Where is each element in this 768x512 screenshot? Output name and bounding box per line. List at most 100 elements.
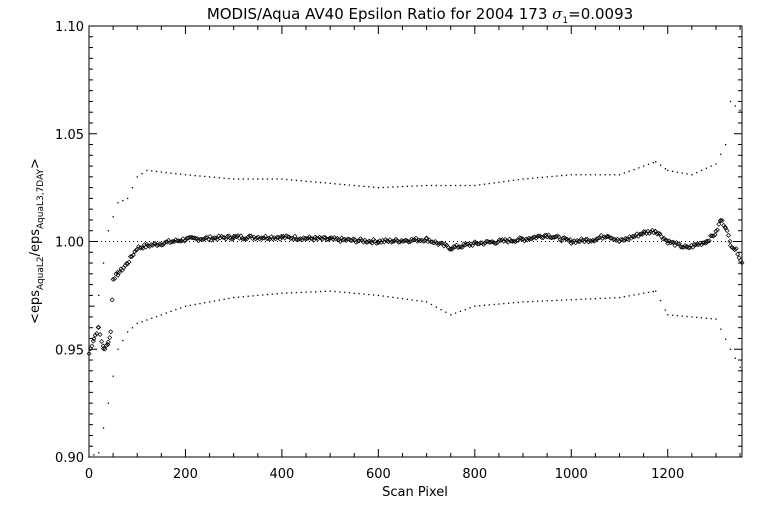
mean-ratio-point xyxy=(224,233,230,239)
upper-bound-point xyxy=(594,174,597,176)
mean-ratio-point xyxy=(452,244,458,250)
upper-bound-point xyxy=(112,216,114,218)
mean-ratio-point xyxy=(194,236,200,242)
lower-bound-point xyxy=(348,292,351,294)
mean-ratio-point xyxy=(498,237,504,243)
upper-bound-point xyxy=(671,170,674,172)
mean-ratio-point xyxy=(583,237,589,242)
mean-ratio-point xyxy=(182,237,188,243)
lower-bound-point xyxy=(575,298,577,301)
upper-bound-point xyxy=(334,183,336,185)
mean-ratio-point xyxy=(664,238,670,244)
mean-ratio-point xyxy=(406,239,412,245)
lower-bound-point xyxy=(483,304,486,306)
lower-bound-point xyxy=(126,331,129,333)
upper-bound-point xyxy=(98,294,100,297)
y-axis: 0.90 0.95 1.00 1.05 1.10 xyxy=(55,20,742,466)
lower-bound-point xyxy=(358,293,360,295)
upper-bound-point xyxy=(454,184,457,187)
upper-bound-point xyxy=(146,169,148,172)
lower-bound-point xyxy=(454,312,457,314)
lower-bound-point xyxy=(247,295,249,297)
lower-bound-point xyxy=(681,315,683,317)
upper-bound-point xyxy=(348,184,351,186)
lower-bound-point xyxy=(141,321,143,323)
upper-bound-point xyxy=(329,182,331,185)
mean-ratio-point xyxy=(485,239,491,245)
lower-bound-point xyxy=(411,299,413,301)
mean-ratio-point xyxy=(428,239,434,245)
upper-bound-point xyxy=(551,175,553,178)
mean-ratio-point xyxy=(560,235,566,241)
upper-bound-point xyxy=(242,178,245,180)
mean-ratio-point xyxy=(566,238,572,244)
mean-ratio-point xyxy=(129,253,135,259)
upper-bound-point xyxy=(483,183,486,185)
upper-bound-point xyxy=(170,172,172,174)
mean-ratio-point xyxy=(333,236,339,242)
upper-bound-point xyxy=(180,173,182,175)
lower-bound-point xyxy=(281,292,283,294)
mean-ratio-point xyxy=(130,252,136,258)
lower-bound-point xyxy=(233,296,235,299)
lower-bound-point xyxy=(570,299,572,301)
mean-ratio-point xyxy=(126,259,132,265)
upper-bound-point xyxy=(729,100,732,103)
mean-ratio-point xyxy=(735,251,741,257)
mean-ratio-point xyxy=(154,243,160,249)
mean-ratio-point xyxy=(646,230,652,236)
upper-bound-point xyxy=(638,167,640,169)
upper-bound-point xyxy=(705,167,708,169)
mean-ratio-point xyxy=(726,232,731,238)
upper-bound-point xyxy=(469,184,471,187)
lower-bound-point xyxy=(199,302,201,305)
mean-ratio-point xyxy=(530,234,536,240)
upper-bound-point xyxy=(512,179,515,181)
mean-ratio-point xyxy=(448,246,454,252)
mean-ratio-point xyxy=(170,238,176,244)
lower-bound-point xyxy=(151,317,153,319)
lower-bound-point xyxy=(295,291,298,294)
lower-bound-point xyxy=(252,295,254,297)
upper-bound-point xyxy=(659,164,662,166)
lower-bound-point xyxy=(541,300,544,302)
upper-bound-point xyxy=(363,185,365,188)
mean-ratio-point xyxy=(458,244,464,250)
lower-bound-point xyxy=(527,301,529,303)
mean-ratio-point xyxy=(539,235,545,241)
mean-ratio-point xyxy=(739,260,745,266)
lower-bound-point xyxy=(165,312,167,314)
upper-bound-point xyxy=(155,170,158,173)
lower-bound-point xyxy=(155,315,158,318)
x-tick-label: 1000 xyxy=(555,467,588,482)
upper-bound-point xyxy=(430,184,433,187)
mean-ratio-point xyxy=(91,336,97,342)
upper-bound-point xyxy=(532,177,534,179)
mean-ratio-point xyxy=(96,324,102,330)
mean-ratio-point xyxy=(211,235,217,241)
upper-bound-point xyxy=(266,178,269,180)
mean-ratio-point xyxy=(278,233,284,239)
mean-ratio-point xyxy=(567,237,573,243)
mean-ratio-point xyxy=(190,235,196,241)
mean-ratio-point xyxy=(536,233,542,239)
lower-bound-point xyxy=(310,291,312,293)
upper-bound-point xyxy=(281,178,283,180)
upper-bound-point xyxy=(218,177,220,179)
mean-ratio-point xyxy=(613,237,619,243)
lower-bound-point xyxy=(623,296,626,298)
upper-bound-point xyxy=(445,184,447,187)
lower-bound-point xyxy=(372,294,375,296)
mean-ratio-point xyxy=(193,235,199,241)
upper-bound-point xyxy=(517,179,519,181)
mean-ratio-point xyxy=(396,239,402,245)
upper-bound-point xyxy=(257,178,259,180)
mean-ratio-point xyxy=(700,240,706,246)
upper-bound-point xyxy=(527,177,529,180)
mean-ratio-point xyxy=(216,233,222,239)
mean-ratio-point xyxy=(137,245,143,251)
lower-bound-point xyxy=(276,293,278,295)
mean-ratio-point xyxy=(187,234,193,240)
mean-ratio-point xyxy=(350,236,356,242)
